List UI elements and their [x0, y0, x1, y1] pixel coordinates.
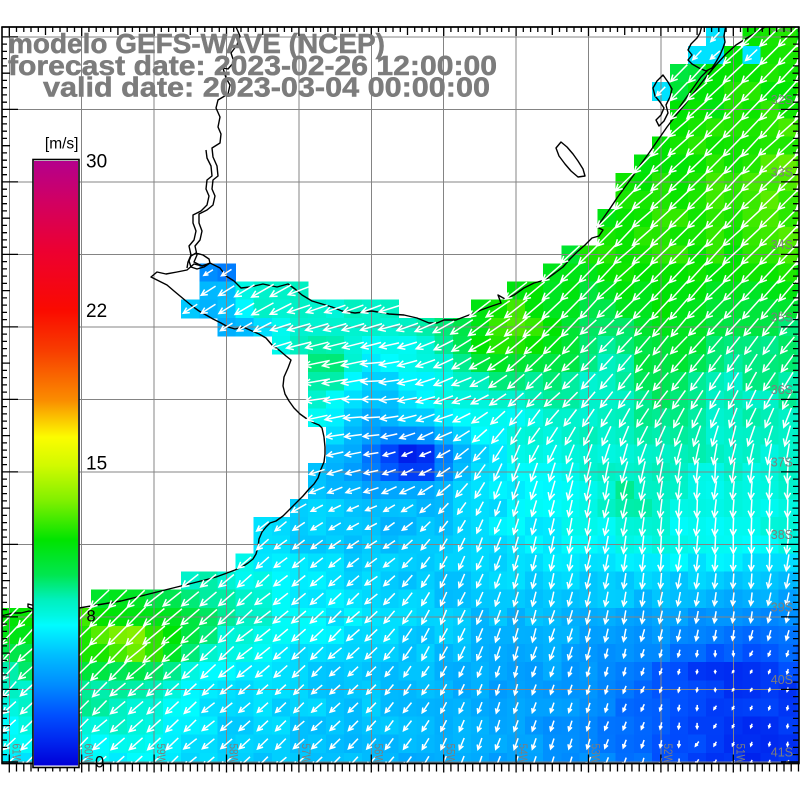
svg-text:54W: 54W — [516, 744, 528, 765]
svg-text:15: 15 — [86, 454, 107, 475]
svg-text:[m/s]: [m/s] — [45, 136, 79, 153]
svg-text:53W: 53W — [589, 744, 601, 765]
svg-text:0: 0 — [95, 754, 104, 772]
svg-text:38S: 38S — [771, 528, 793, 542]
svg-text:modelo GEFS-WAVE (NCEP): modelo GEFS-WAVE (NCEP) — [8, 28, 385, 59]
svg-text:32S: 32S — [771, 93, 793, 107]
svg-text:31S: 31S — [771, 21, 793, 35]
svg-text:forecast date: 2023-02-26 12:0: forecast date: 2023-02-26 12:00:00 — [8, 50, 497, 81]
svg-text:8: 8 — [87, 608, 96, 626]
svg-text:61W: 61W — [9, 744, 21, 765]
svg-text:35S: 35S — [771, 311, 793, 325]
svg-text:40S: 40S — [771, 673, 793, 687]
svg-text:59W: 59W — [154, 744, 166, 765]
svg-text:52W: 52W — [661, 744, 673, 765]
svg-text:37S: 37S — [771, 456, 793, 470]
svg-text:41S: 41S — [771, 746, 793, 760]
svg-text:22: 22 — [86, 301, 107, 322]
svg-text:60W: 60W — [82, 744, 94, 765]
svg-text:36S: 36S — [771, 383, 793, 397]
svg-text:39S: 39S — [771, 601, 793, 615]
svg-text:58W: 58W — [227, 744, 239, 765]
svg-text:30: 30 — [86, 152, 107, 173]
svg-text:valid date: 2023-03-04 00:00:0: valid date: 2023-03-04 00:00:00 — [43, 71, 490, 102]
svg-text:56W: 56W — [371, 744, 383, 765]
svg-text:33S: 33S — [771, 166, 793, 180]
svg-text:34S: 34S — [771, 238, 793, 252]
svg-text:57W: 57W — [299, 744, 311, 765]
svg-text:51W: 51W — [733, 744, 745, 765]
svg-text:55W: 55W — [444, 744, 456, 765]
